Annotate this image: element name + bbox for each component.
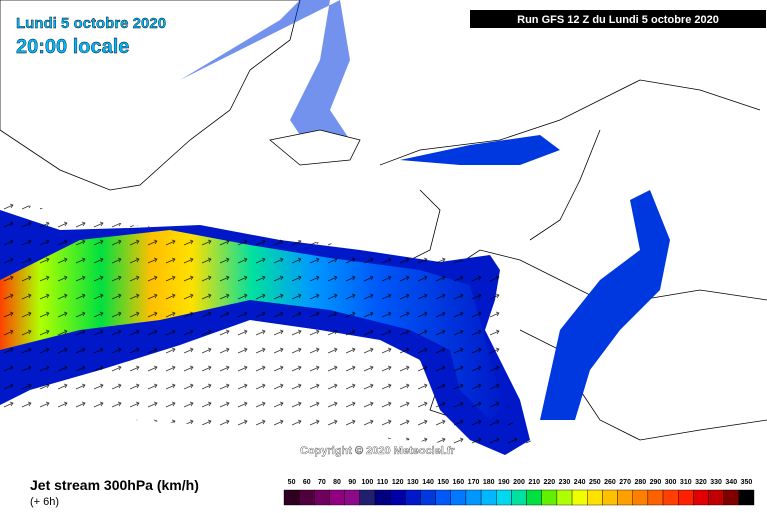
legend-swatch (677, 489, 694, 506)
legend-swatch (389, 489, 406, 506)
wind-arrows (0, 200, 540, 450)
legend-swatch (298, 489, 315, 506)
legend-label: 270 (619, 479, 631, 486)
legend-label: 170 (468, 479, 480, 486)
legend-label: 140 (422, 479, 434, 486)
jet-iceland (400, 135, 560, 165)
legend-label: 220 (543, 479, 555, 486)
iceland (269, 129, 361, 166)
legend-label: 50 (288, 479, 296, 486)
legend-label: 70 (318, 479, 326, 486)
legend-label: 300 (665, 479, 677, 486)
legend-label: 250 (589, 479, 601, 486)
legend-swatch (541, 489, 558, 506)
legend-label: 330 (710, 479, 722, 486)
footer-lead: (+ 6h) (30, 496, 59, 508)
legend-label: 130 (407, 479, 419, 486)
legend-label: 230 (559, 479, 571, 486)
jet-north (180, 0, 350, 150)
legend-swatch (617, 489, 633, 506)
legend-label: 210 (528, 479, 540, 486)
color-legend: 50 60 70 80 90 100 110 120 130 140 150 160 170 180 190… (283, 479, 755, 506)
legend-swatch (435, 489, 451, 506)
legend-swatch (405, 489, 421, 506)
coastline (379, 79, 767, 301)
legend-swatch (511, 489, 527, 506)
legend-label: 350 (741, 479, 753, 486)
legend-label: 320 (695, 479, 707, 486)
legend-label: 340 (725, 479, 737, 486)
time: 20:00 locale (16, 36, 129, 58)
legend-swatch (708, 489, 724, 506)
run-info: Run GFS 12 Z du Lundi 5 octobre 2020 (517, 14, 719, 26)
legend-swatch (283, 489, 300, 506)
legend-label: 190 (498, 479, 510, 486)
legend-swatch (662, 489, 679, 506)
legend-swatch (480, 489, 497, 506)
legend-label: 100 (362, 479, 374, 486)
legend-label: 110 (377, 479, 388, 486)
copyright: Copyright © 2020 Meteociel.fr (300, 445, 456, 457)
legend-label: 150 (437, 479, 449, 486)
legend-swatch (693, 489, 709, 506)
legend-label: 80 (333, 479, 341, 486)
legend-label: 260 (604, 479, 616, 486)
legend-label: 280 (634, 479, 646, 486)
legend-swatch (359, 489, 376, 506)
legend-swatch (556, 489, 573, 506)
legend-swatch (526, 489, 542, 506)
legend-swatch (314, 489, 330, 506)
legend-swatch (496, 489, 512, 506)
legend-label: 160 (453, 479, 465, 486)
run-banner (470, 10, 766, 28)
jet-east (540, 190, 670, 420)
legend-label: 290 (650, 479, 662, 486)
legend-swatch (374, 489, 391, 506)
legend-swatch (738, 489, 755, 506)
legend-swatch (420, 489, 436, 506)
legend-swatch (571, 489, 588, 506)
legend-swatch (344, 489, 361, 506)
legend-label: 180 (483, 479, 495, 486)
legend-label: 310 (680, 479, 692, 486)
date: Lundi 5 octobre 2020 (16, 15, 166, 32)
legend-label: 240 (574, 479, 586, 486)
legend-swatch (450, 489, 467, 506)
legend-label: 90 (348, 479, 356, 486)
legend-swatch (647, 489, 664, 506)
footer-title: Jet stream 300hPa (km/h) (30, 477, 199, 493)
greenland (0, 0, 301, 191)
legend-swatch (465, 489, 482, 506)
legend-swatch (329, 489, 345, 506)
legend-swatch (602, 489, 618, 506)
legend-swatch (632, 489, 649, 506)
legend-swatch (723, 489, 740, 506)
legend-label: 60 (303, 479, 311, 486)
legend-label: 200 (513, 479, 525, 486)
legend-swatch (587, 489, 603, 506)
legend-label: 120 (392, 479, 404, 486)
